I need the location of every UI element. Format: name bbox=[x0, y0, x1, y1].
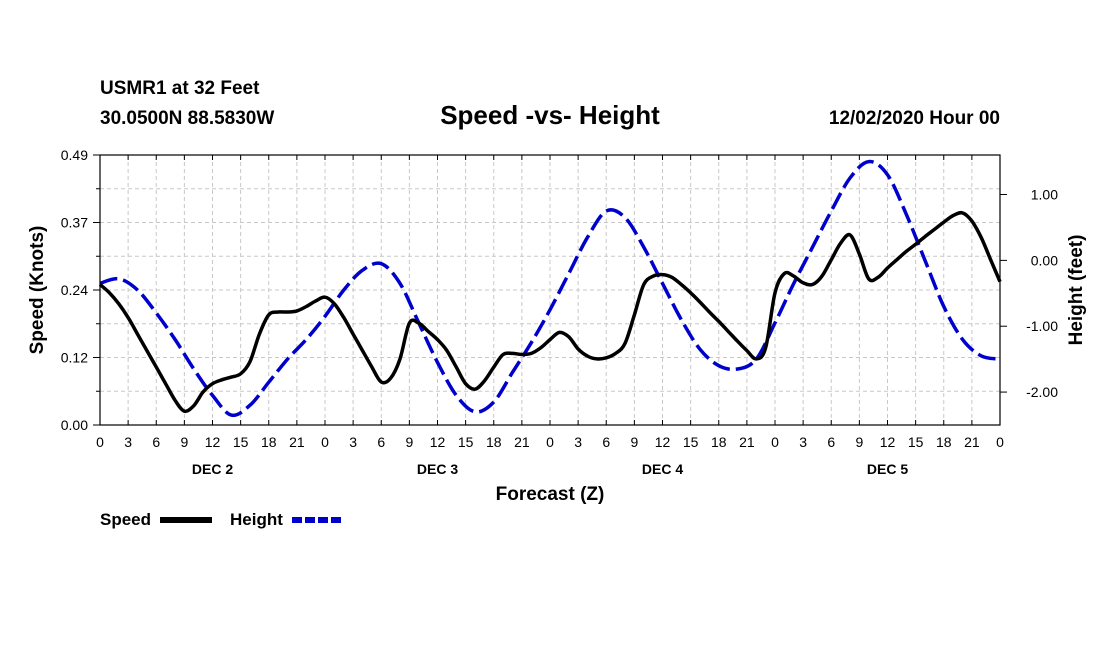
x-tick-label: 6 bbox=[602, 434, 610, 450]
x-tick-label: 21 bbox=[514, 434, 530, 450]
x-tick-label: 21 bbox=[964, 434, 980, 450]
axis-ticks: 0 3 6 9 12 15 18 21 0 3 6 9 12 15 18 21 0 3 6 9 12 15 18 21 0 3 6 9… bbox=[61, 147, 1058, 477]
x-tick-label: 3 bbox=[574, 434, 582, 450]
x-tick-label: 6 bbox=[827, 434, 835, 450]
x-axis-title: Forecast (Z) bbox=[496, 484, 605, 505]
x-tick-label: 18 bbox=[711, 434, 727, 450]
day-label: DEC 5 bbox=[867, 461, 908, 477]
day-label: DEC 4 bbox=[642, 461, 683, 477]
legend-height-label: Height bbox=[230, 510, 283, 529]
station-label: USMR1 at 32 Feet bbox=[100, 78, 260, 99]
x-tick-label: 9 bbox=[180, 434, 188, 450]
y-left-tick-label: 0.12 bbox=[61, 350, 88, 366]
x-tick-label: 3 bbox=[124, 434, 132, 450]
x-tick-label: 9 bbox=[630, 434, 638, 450]
x-tick-label: 6 bbox=[377, 434, 385, 450]
x-tick-label: 18 bbox=[936, 434, 952, 450]
x-tick-label: 3 bbox=[799, 434, 807, 450]
x-tick-label: 9 bbox=[855, 434, 863, 450]
y-left-tick-label: 0.24 bbox=[61, 282, 88, 298]
x-tick-label: 0 bbox=[771, 434, 779, 450]
x-tick-label: 12 bbox=[205, 434, 221, 450]
series-speed-line bbox=[98, 210, 1002, 414]
x-tick-label: 3 bbox=[349, 434, 357, 450]
x-tick-label: 9 bbox=[405, 434, 413, 450]
x-tick-label: 12 bbox=[430, 434, 446, 450]
x-tick-label: 21 bbox=[739, 434, 755, 450]
series-group bbox=[98, 159, 1002, 418]
y-right-tick-label: -1.00 bbox=[1026, 318, 1058, 334]
y-right-tick-label: 1.00 bbox=[1031, 187, 1058, 203]
y-axis-right-title: Height (feet) bbox=[1066, 235, 1087, 346]
station-coords: 30.0500N 88.5830W bbox=[100, 108, 274, 129]
x-tick-label: 6 bbox=[152, 434, 160, 450]
x-tick-label: 21 bbox=[289, 434, 305, 450]
x-tick-label: 0 bbox=[996, 434, 1004, 450]
legend: Speed Height bbox=[100, 510, 342, 529]
y-left-tick-label: 0.00 bbox=[61, 417, 88, 433]
x-tick-label: 15 bbox=[458, 434, 474, 450]
forecast-datetime: 12/02/2020 Hour 00 bbox=[829, 108, 1000, 129]
x-tick-label: 12 bbox=[880, 434, 896, 450]
x-tick-label: 0 bbox=[546, 434, 554, 450]
day-label: DEC 3 bbox=[417, 461, 458, 477]
chart-title: Speed -vs- Height bbox=[440, 100, 660, 130]
grid bbox=[100, 155, 1000, 425]
y-axis-left-title: Speed (Knots) bbox=[27, 226, 48, 355]
y-right-tick-label: 0.00 bbox=[1031, 252, 1058, 268]
x-tick-label: 18 bbox=[261, 434, 277, 450]
series-height-line bbox=[99, 159, 1001, 418]
day-label: DEC 2 bbox=[192, 461, 233, 477]
legend-speed-label: Speed bbox=[100, 510, 151, 529]
x-tick-label: 0 bbox=[96, 434, 104, 450]
x-tick-label: 12 bbox=[655, 434, 671, 450]
x-tick-label: 0 bbox=[321, 434, 329, 450]
y-left-tick-label: 0.37 bbox=[61, 215, 88, 231]
x-tick-label: 15 bbox=[233, 434, 249, 450]
x-tick-label: 18 bbox=[486, 434, 502, 450]
y-right-tick-label: -2.00 bbox=[1026, 384, 1058, 400]
y-left-tick-label: 0.49 bbox=[61, 147, 88, 163]
x-tick-label: 15 bbox=[683, 434, 699, 450]
x-tick-label: 15 bbox=[908, 434, 924, 450]
